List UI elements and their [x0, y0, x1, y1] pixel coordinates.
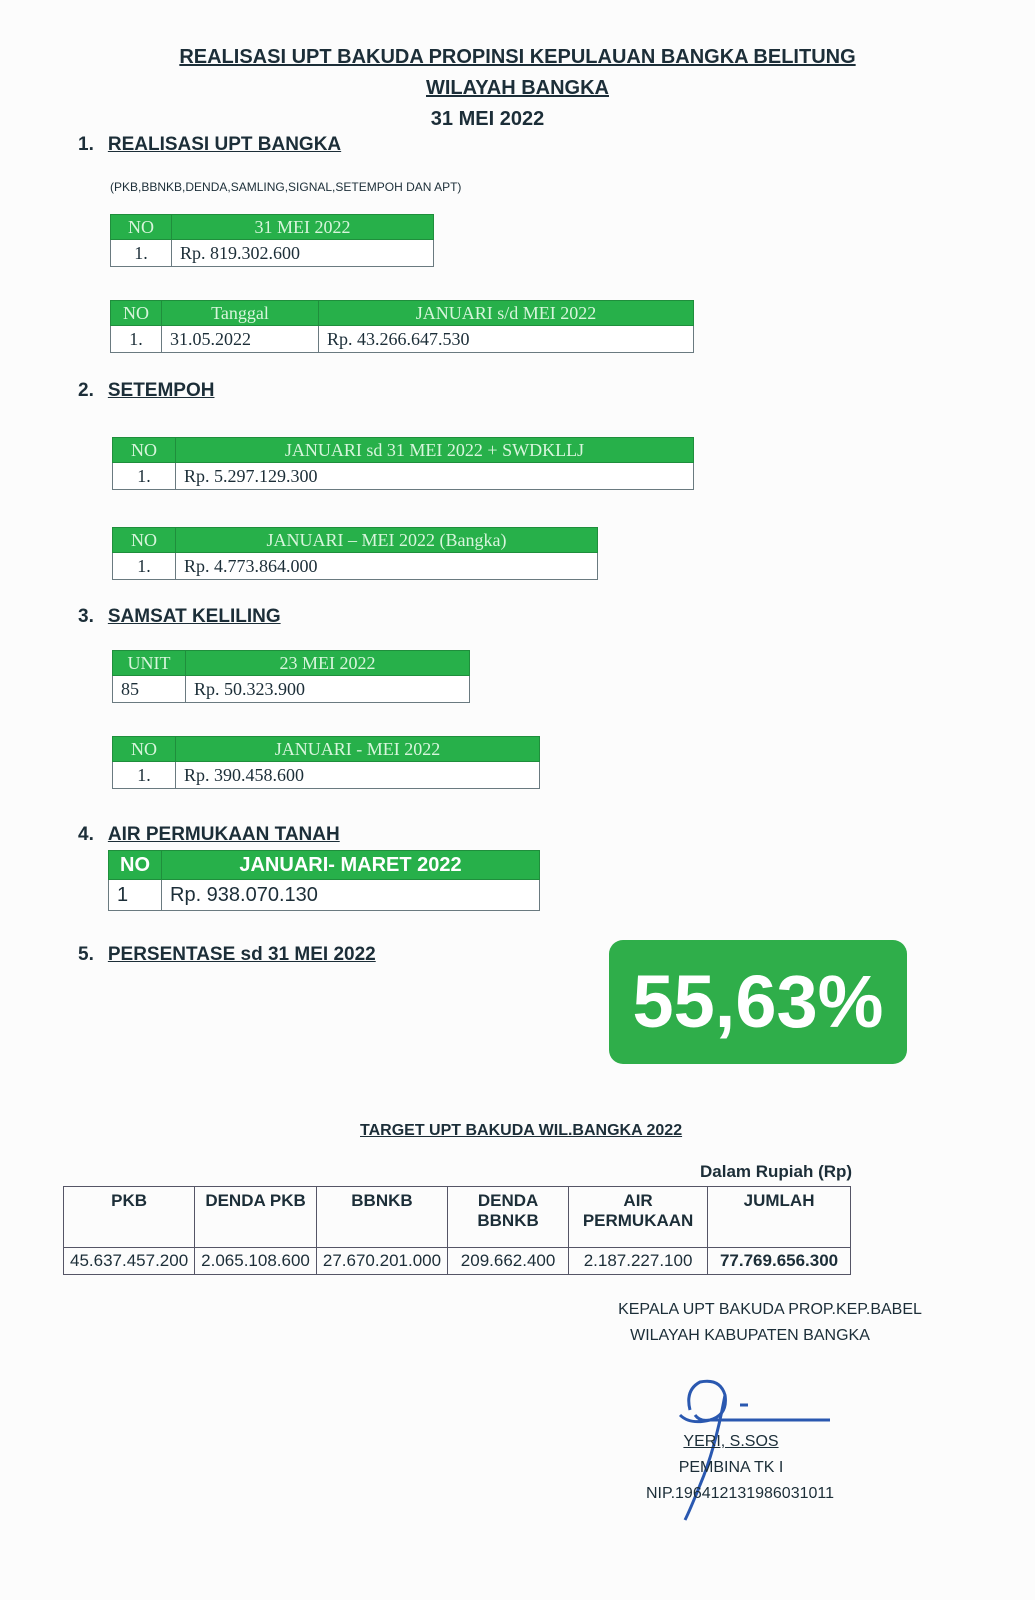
table-row: 45.637.457.200 2.065.108.600 27.670.201.… — [62, 1247, 852, 1275]
table-realisasi-daily: NO 31 MEI 2022 1. Rp. 819.302.600 — [110, 214, 434, 267]
section-1-note: (PKB,BBNKB,DENDA,SAMLING,SIGNAL,SETEMPOH… — [110, 180, 462, 194]
signatory-rank: PEMBINA TK I — [678, 1459, 784, 1476]
section-5-heading: 5. PERSENTASE sd 31 MEI 2022 — [78, 944, 376, 966]
signatory-nip: NIP.196412131986031011 — [645, 1485, 835, 1502]
col-jumlah: JUMLAH — [707, 1186, 852, 1248]
col-bbnkb: BBNKB — [315, 1186, 449, 1248]
table-samling-daily: UNIT 23 MEI 2022 85 Rp. 50.323.900 — [112, 650, 470, 703]
table-setempoh-swdkllj: NO JANUARI sd 31 MEI 2022 + SWDKLLJ 1. Rp.… — [112, 437, 694, 490]
section-title: SETEMPOH — [107, 380, 215, 401]
signatory-title: KEPALA UPT BAKUDA PROP.KEP.BABEL — [618, 1301, 922, 1318]
col-pkb: PKB — [62, 1186, 196, 1248]
section-4-heading: 4. AIR PERMUKAAN TANAH — [78, 824, 340, 846]
section-number: 5. — [78, 944, 94, 965]
signature-image — [678, 1379, 830, 1521]
table-setempoh-bangka: NO JANUARI – MEI 2022 (Bangka) 1. Rp. 4.77… — [112, 527, 598, 580]
section-number: 2. — [78, 380, 94, 401]
section-title: SAMSAT KELILING — [107, 606, 281, 627]
table-air-permukaan: NO JANUARI- MARET 2022 1 Rp. 938.070.130 — [108, 850, 540, 911]
signatory-name: YERI, S.SOS — [683, 1433, 779, 1450]
doc-subtitle: WILAYAH BANGKA — [426, 77, 609, 99]
section-3-heading: 3. SAMSAT KELILING — [78, 606, 281, 628]
section-title: REALISASI UPT BANGKA — [107, 134, 342, 155]
target-unit: Dalam Rupiah (Rp) — [700, 1162, 853, 1181]
section-title: PERSENTASE sd 31 MEI 2022 — [107, 944, 376, 965]
target-table: PKB DENDA PKB BBNKB DENDA BBNKB AIR PERM… — [62, 1186, 852, 1275]
section-number: 4. — [78, 824, 94, 845]
percentage-badge: 55,63% — [609, 940, 907, 1064]
col-denda-pkb: DENDA PKB — [194, 1186, 317, 1248]
table-samling-cumulative: NO JANUARI - MEI 2022 1. Rp. 390.458.600 — [112, 736, 540, 789]
section-1-heading: 1. REALISASI UPT BANGKA — [78, 134, 341, 156]
col-air-permukaan: AIR PERMUKAAN — [568, 1186, 709, 1248]
section-number: 3. — [78, 606, 94, 627]
signatory-office: WILAYAH KABUPATEN BANGKA — [630, 1327, 870, 1344]
doc-date: 31 MEI 2022 — [430, 108, 545, 130]
target-title: TARGET UPT BAKUDA WIL.BANGKA 2022 — [360, 1122, 683, 1139]
table-realisasi-cumulative: NO Tanggal JANUARI s/d MEI 2022 1. 31.05.20… — [110, 300, 694, 353]
section-2-heading: 2. SETEMPOH — [78, 380, 214, 402]
col-denda-bbnkb: DENDA BBNKB — [447, 1186, 570, 1248]
doc-title: REALISASI UPT BAKUDA PROPINSI KEPULAUAN … — [179, 46, 856, 68]
section-title: AIR PERMUKAAN TANAH — [107, 824, 340, 845]
section-number: 1. — [78, 134, 94, 155]
